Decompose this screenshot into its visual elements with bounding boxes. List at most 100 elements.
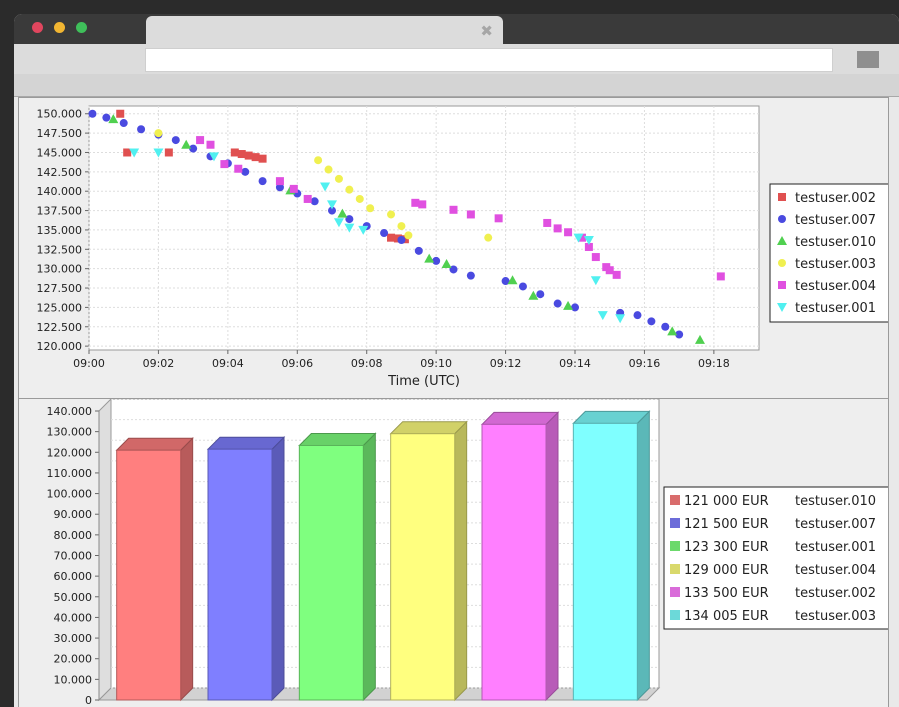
bar-y-tick-label: 120.000 — [47, 446, 93, 459]
scatter-y-tick-label: 140.000 — [37, 185, 83, 198]
scatter-y-tick-label: 127.500 — [37, 282, 83, 295]
scatter-y-tick-label: 147.500 — [37, 127, 83, 140]
scatter-x-tick-label: 09:14 — [559, 357, 591, 370]
address-bar[interactable] — [145, 48, 833, 72]
bar-top — [480, 411, 560, 425]
scatter-point — [189, 144, 198, 153]
scatter-point — [432, 256, 441, 265]
scatter-point — [303, 194, 312, 203]
bar-legend-amount: 123 300 EUR — [684, 540, 769, 555]
scatter-point — [102, 113, 111, 122]
scatter-point — [612, 270, 621, 279]
scatter-point — [424, 253, 435, 263]
scatter-point — [571, 303, 580, 312]
close-window-dot[interactable] — [32, 22, 43, 33]
scatter-point — [258, 154, 267, 163]
browser-tab[interactable]: ✖ — [146, 16, 503, 46]
scatter-legend — [769, 183, 895, 323]
bar-front — [298, 444, 364, 701]
scatter-point — [164, 148, 173, 157]
scatter-point — [647, 317, 656, 326]
scatter-x-tick-label: 09:04 — [212, 357, 244, 370]
scatter-point — [528, 290, 539, 300]
scatter-point — [543, 218, 552, 227]
bar-legend-amount: 133 500 EUR — [684, 586, 769, 601]
scatter-point — [397, 222, 406, 231]
bar-legend-swatch — [670, 518, 680, 528]
bar-side — [180, 437, 194, 702]
scatter-point — [507, 275, 518, 285]
scatter-point — [258, 177, 267, 186]
legend-label: testuser.007 — [795, 213, 876, 228]
scatter-point — [590, 276, 601, 286]
bar-legend-user: testuser.010 — [795, 494, 876, 509]
scatter-point — [661, 322, 670, 331]
scatter-chart: 120.000 122.500 125.000 127.500 130.000 132.5… — [37, 105, 895, 389]
scatter-point — [123, 148, 132, 157]
scatter-x-tick-label: 09:10 — [420, 357, 452, 370]
scatter-point — [154, 129, 163, 138]
scatter-point — [553, 224, 562, 233]
scatter-point — [387, 210, 396, 219]
scatter-point — [244, 151, 253, 160]
legend-marker — [777, 303, 787, 312]
bar-side — [454, 420, 468, 702]
scatter-x-tick-label: 09:00 — [73, 357, 105, 370]
bar-legend-swatch — [670, 587, 680, 597]
scatter-y-tick-label: 125.000 — [37, 301, 83, 314]
scatter-y-tick-label: 135.000 — [37, 224, 83, 237]
maximize-window-dot[interactable] — [76, 22, 87, 33]
bar-y-tick-label: 20.000 — [54, 653, 93, 666]
bar-side — [362, 432, 376, 702]
scatter-point — [289, 184, 298, 193]
scatter-point — [275, 177, 284, 186]
bar-side — [636, 410, 650, 702]
bar-top — [298, 432, 377, 446]
close-tab-icon[interactable]: ✖ — [480, 22, 493, 40]
scatter-y-tick-label: 122.500 — [37, 321, 83, 334]
bar-front — [572, 422, 638, 701]
app-toolstrip — [14, 74, 899, 97]
scatter-point — [380, 229, 389, 238]
bar-y-tick-label: 50.000 — [54, 591, 93, 604]
scatter-point — [484, 233, 493, 242]
bar-legend-user: testuser.001 — [795, 540, 876, 555]
scatter-point — [220, 160, 229, 169]
scatter-y-tick-label: 130.000 — [37, 263, 83, 276]
scatter-point — [208, 152, 219, 162]
scatter-point — [171, 136, 180, 145]
scatter-x-tick-label: 09:06 — [281, 357, 313, 370]
bar-y-tick-label: 130.000 — [47, 426, 93, 439]
bar-legend-amount: 121 500 EUR — [684, 517, 769, 532]
legend-marker — [778, 259, 786, 267]
scatter-point — [234, 164, 243, 173]
scatter-point — [251, 153, 260, 162]
scatter-point — [418, 200, 427, 209]
scatter-point — [591, 253, 600, 262]
scatter-point — [119, 119, 128, 128]
scatter-point — [327, 200, 338, 210]
scatter-point — [196, 136, 205, 145]
scatter-point — [387, 233, 396, 242]
bar-side — [545, 411, 559, 702]
scatter-point — [108, 114, 119, 124]
scatter-point — [694, 334, 705, 344]
bar-front — [116, 449, 182, 701]
bar-front — [390, 433, 456, 701]
scatter-point — [414, 246, 423, 255]
scatter-point — [241, 167, 250, 176]
scatter-point — [337, 208, 348, 218]
bar-y-tick-label: 30.000 — [54, 632, 93, 645]
scatter-point — [563, 300, 574, 310]
scatter-point — [230, 148, 239, 157]
menu-icon[interactable] — [857, 51, 879, 68]
scatter-point — [605, 266, 614, 275]
bar-legend-swatch — [670, 541, 680, 551]
minimize-window-dot[interactable] — [54, 22, 65, 33]
scatter-point — [333, 218, 344, 228]
bar-top — [389, 421, 468, 435]
scatter-point — [345, 185, 354, 194]
scatter-point — [573, 233, 584, 243]
bar-legend-swatch — [670, 564, 680, 574]
scatter-point — [615, 314, 626, 324]
